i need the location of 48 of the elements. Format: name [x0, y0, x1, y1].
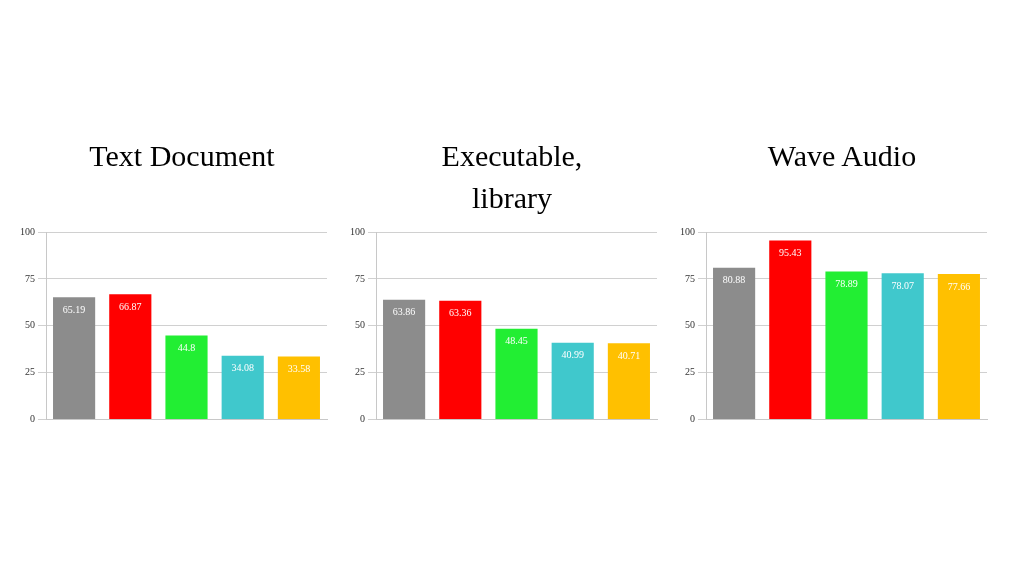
bar [607, 343, 650, 420]
bar [713, 267, 756, 420]
data-label: 78.07 [891, 279, 914, 291]
bar [165, 335, 208, 420]
bar [825, 271, 868, 420]
chart-title: Executable, library [440, 138, 584, 216]
data-label: 95.43 [779, 247, 802, 259]
data-label: 40.71 [617, 349, 641, 361]
data-label: 63.36 [449, 307, 472, 319]
y-tick-label: 0 [690, 413, 695, 425]
y-tick-label: 75 [25, 272, 35, 284]
y-tick-label: 50 [355, 319, 365, 331]
chart-title: Text Document [89, 138, 275, 174]
data-label: 33.58 [287, 363, 311, 375]
y-tick-label: 100 [680, 225, 695, 237]
bar [383, 299, 426, 420]
y-tick-label: 75 [355, 272, 365, 284]
data-label: 48.45 [505, 335, 528, 347]
bar [551, 342, 594, 420]
data-label: 40.99 [561, 349, 584, 361]
y-tick-label: 25 [25, 366, 35, 378]
y-tick-label: 25 [685, 366, 695, 378]
chart-title: Wave Audio [767, 138, 917, 174]
data-label: 78.89 [835, 278, 858, 290]
data-label: 44.8 [177, 342, 196, 354]
y-tick-label: 25 [355, 366, 365, 378]
bar [277, 356, 320, 420]
y-tick-label: 75 [685, 272, 695, 284]
data-label: 66.87 [119, 300, 142, 312]
bar [439, 300, 482, 420]
y-tick-label: 50 [25, 319, 35, 331]
y-tick-label: 100 [350, 225, 365, 237]
bar [53, 297, 96, 420]
y-tick-label: 0 [30, 413, 35, 425]
bar [495, 328, 538, 420]
bar [109, 294, 152, 420]
bar [769, 240, 812, 420]
y-tick-label: 100 [20, 225, 35, 237]
y-tick-label: 0 [360, 413, 365, 425]
data-label: 34.08 [231, 362, 254, 374]
data-label: 63.86 [392, 306, 416, 318]
data-label: 77.66 [947, 280, 971, 292]
bar [881, 273, 924, 420]
bar [221, 355, 264, 420]
data-label: 80.88 [722, 274, 746, 286]
data-label: 65.19 [62, 303, 86, 315]
bar [937, 273, 980, 420]
y-tick-label: 50 [685, 319, 695, 331]
